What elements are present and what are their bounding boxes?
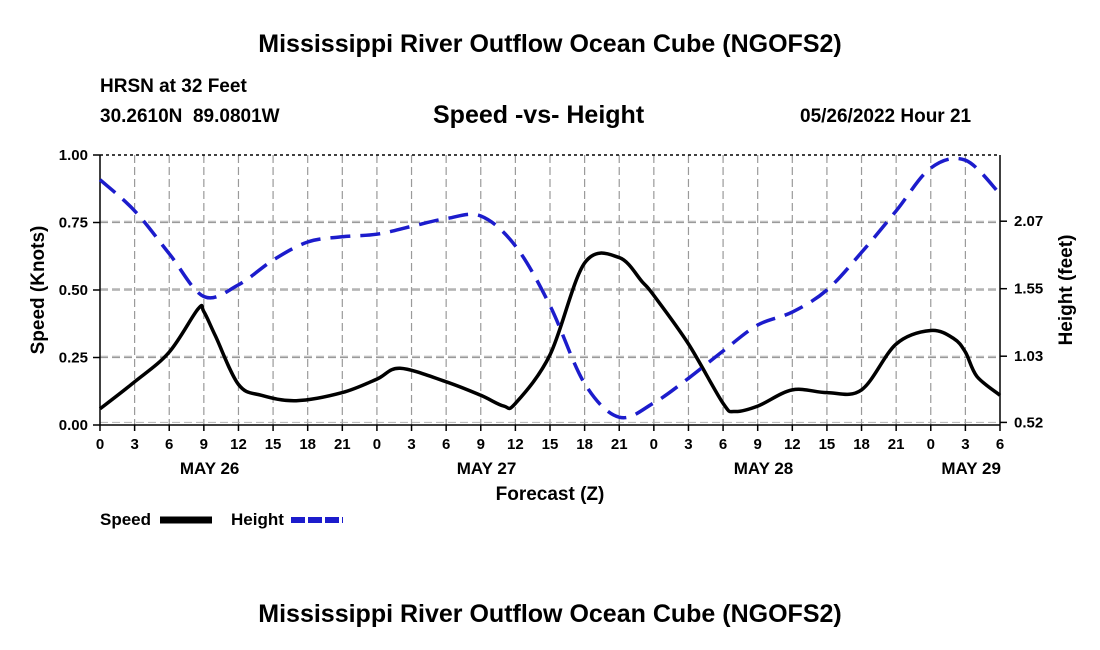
- x-tick-label: 6: [442, 436, 450, 453]
- x-tick-label: 21: [888, 436, 905, 453]
- y-tick-label: 1.00: [59, 147, 88, 164]
- x-tick-label: 3: [130, 436, 138, 453]
- x-tick-label: 12: [230, 436, 247, 453]
- x-tick-label: 15: [265, 436, 282, 453]
- x-tick-label: 21: [611, 436, 628, 453]
- y2-tick-label: 0.52: [1014, 414, 1043, 431]
- x-tick-label: 18: [299, 436, 316, 453]
- x-tick-label: 6: [996, 436, 1004, 453]
- y2-tick-label: 2.07: [1014, 213, 1043, 230]
- footer-title: Mississippi River Outflow Ocean Cube (NG…: [258, 600, 842, 628]
- x-tick-label: 18: [576, 436, 593, 453]
- x-tick-label: 9: [200, 436, 208, 453]
- coordinates-label: 30.2610N 89.0801W: [100, 106, 280, 127]
- x-tick-label: 0: [927, 436, 935, 453]
- x-tick-label: 3: [961, 436, 969, 453]
- x-date-label: MAY 28: [734, 459, 794, 478]
- y-tick-label: 0.00: [59, 417, 88, 434]
- x-date-label: MAY 26: [180, 459, 240, 478]
- y2-tick-label: 1.55: [1014, 281, 1043, 298]
- x-tick-label: 18: [853, 436, 870, 453]
- x-tick-label: 3: [684, 436, 692, 453]
- x-tick-label: 9: [477, 436, 485, 453]
- x-tick-label: 0: [650, 436, 658, 453]
- speed-series-line: [98, 251, 1002, 414]
- x-tick-label: 12: [507, 436, 524, 453]
- speed-height-chart: 0 3 6 9 12 15 18 21 0 3 6 9 12 15 18 21 0 3 6 9 12 15 18 21 0 3 6M…: [28, 147, 1077, 529]
- x-date-label: MAY 29: [941, 459, 1001, 478]
- x-tick-label: 6: [165, 436, 173, 453]
- chart-title: Mississippi River Outflow Ocean Cube (NG…: [258, 30, 842, 58]
- y-tick-label: 0.50: [59, 282, 88, 299]
- forecast-datetime: 05/26/2022 Hour 21: [800, 106, 972, 127]
- x-tick-label: 15: [542, 436, 559, 453]
- x-tick-label: 15: [819, 436, 836, 453]
- x-tick-label: 21: [334, 436, 351, 453]
- y2-tick-label: 1.03: [1014, 348, 1043, 365]
- y-axis-title: Speed (Knots): [28, 226, 49, 355]
- x-tick-label: 3: [407, 436, 415, 453]
- station-label: HRSN at 32 Feet: [100, 76, 247, 97]
- plot-subtitle: Speed -vs- Height: [433, 101, 645, 129]
- x-axis-title: Forecast (Z): [496, 484, 605, 505]
- y2-axis-title: Height (feet): [1056, 235, 1077, 346]
- y-tick-label: 0.25: [59, 350, 88, 367]
- legend-speed-label: Speed: [100, 510, 151, 529]
- x-tick-label: 0: [96, 436, 104, 453]
- legend-height-label: Height: [231, 510, 284, 529]
- x-tick-label: 6: [719, 436, 727, 453]
- x-tick-label: 12: [784, 436, 801, 453]
- x-tick-label: 0: [373, 436, 381, 453]
- x-date-label: MAY 27: [457, 459, 517, 478]
- y-tick-label: 0.75: [59, 215, 88, 232]
- x-tick-label: 9: [754, 436, 762, 453]
